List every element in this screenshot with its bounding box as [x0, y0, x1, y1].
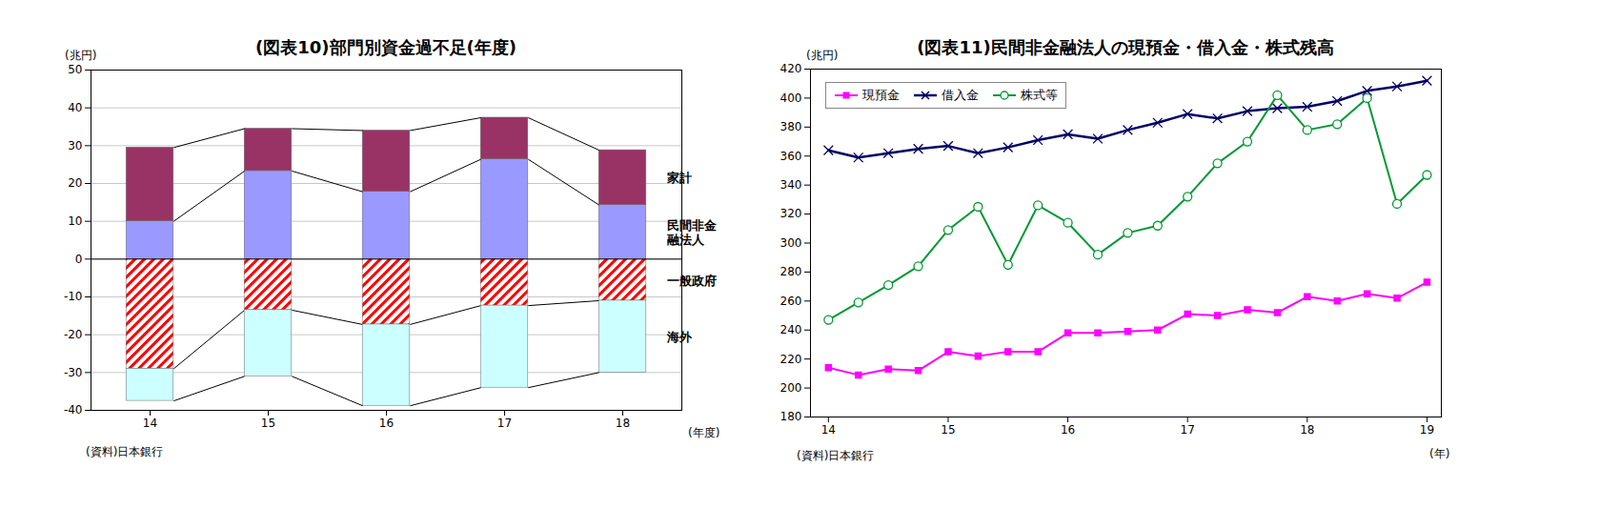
svg-text:360: 360: [780, 149, 803, 163]
svg-text:17: 17: [497, 416, 512, 430]
svg-text:15: 15: [940, 423, 955, 437]
svg-text:海外: 海外: [666, 329, 693, 345]
html-text:株式等: 株式等: [1020, 87, 1058, 102]
svg-text:300: 300: [780, 236, 803, 250]
svg-text:一般政府: 一般政府: [667, 273, 717, 288]
svg-text:18: 18: [615, 416, 630, 430]
svg-text:18: 18: [1299, 423, 1315, 437]
svg-text:50: 50: [67, 62, 82, 77]
svg-text:-40: -40: [63, 403, 83, 417]
svg-text:家計: 家計: [666, 170, 692, 185]
svg-text:320: 320: [780, 206, 803, 221]
svg-text:-20: -20: [63, 327, 83, 342]
html-text:(図表10)部門別資金過不足(年度): (図表10)部門別資金過不足(年度): [255, 37, 517, 58]
svg-text:380: 380: [780, 120, 803, 134]
svg-text:0: 0: [75, 252, 83, 266]
html-text:(年度): (年度): [688, 425, 720, 440]
svg-text:420: 420: [780, 61, 803, 76]
svg-text:-10: -10: [63, 289, 83, 304]
svg-text:-30: -30: [63, 365, 83, 380]
svg-text:16: 16: [1060, 423, 1075, 437]
svg-text:14: 14: [142, 416, 158, 430]
svg-text:19: 19: [1419, 423, 1435, 437]
svg-text:17: 17: [1180, 423, 1195, 437]
svg-text:280: 280: [780, 264, 803, 279]
svg-text:30: 30: [67, 139, 82, 153]
svg-text:10: 10: [67, 214, 82, 228]
svg-text:20: 20: [67, 176, 82, 190]
html-text:(図表11)民間非金融法人の現預金・借入金・株式残高: (図表11)民間非金融法人の現預金・借入金・株式残高: [916, 37, 1334, 58]
svg-text:180: 180: [780, 409, 803, 424]
svg-text:40: 40: [67, 101, 82, 115]
svg-text:14: 14: [821, 423, 836, 437]
svg-text:16: 16: [379, 416, 394, 430]
html-text:(兆円): (兆円): [806, 48, 839, 62]
html-text:借入金: 借入金: [941, 87, 979, 102]
svg-text:220: 220: [780, 352, 803, 366]
svg-text:340: 340: [780, 178, 803, 192]
svg-text:240: 240: [780, 323, 803, 337]
html-text:(資料)日本銀行: (資料)日本銀行: [85, 445, 164, 459]
svg-text:15: 15: [261, 416, 276, 430]
html-text:(兆円): (兆円): [64, 48, 97, 62]
svg-text:260: 260: [780, 294, 803, 308]
html-text:(年): (年): [1429, 446, 1450, 461]
svg-text:200: 200: [780, 381, 803, 395]
html-text:(資料)日本銀行: (資料)日本銀行: [796, 448, 875, 463]
svg-text:400: 400: [780, 91, 803, 105]
html-text:現預金: 現預金: [862, 87, 900, 102]
svg-text:民間非金融法人: 民間非金融法人: [667, 218, 718, 248]
